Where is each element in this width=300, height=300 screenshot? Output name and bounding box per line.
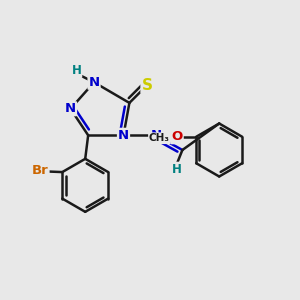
Text: S: S [142,78,153,93]
Text: Br: Br [32,164,49,177]
Text: N: N [150,129,161,142]
Text: N: N [118,129,129,142]
Text: H: H [172,163,182,176]
Text: CH₃: CH₃ [149,133,170,143]
Text: N: N [88,76,100,89]
Text: H: H [71,64,81,77]
Text: O: O [172,130,183,143]
Text: N: N [65,102,76,115]
